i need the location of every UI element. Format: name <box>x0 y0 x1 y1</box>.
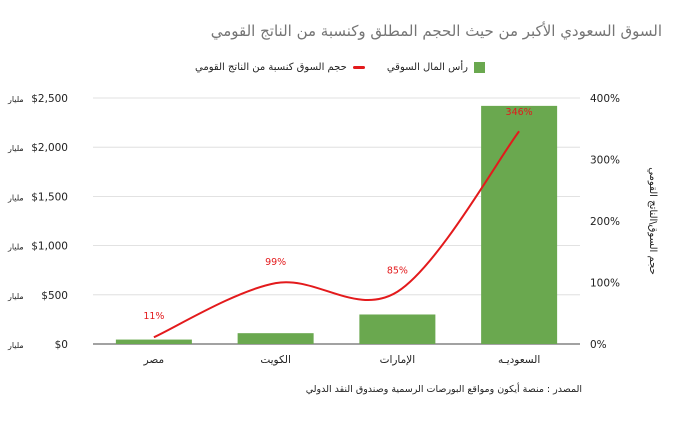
left-tick-label: $500 <box>41 290 68 302</box>
right-tick-label: 400% <box>590 93 620 105</box>
left-tick-unit: مليار <box>7 292 24 301</box>
x-tick-label: الإمارات <box>380 354 416 366</box>
line-data-label: 85% <box>387 266 408 277</box>
left-tick-label: $1,000 <box>31 241 68 253</box>
bar-2 <box>359 314 436 344</box>
right-tick-label: 300% <box>590 155 620 167</box>
line-data-label: 11% <box>143 311 164 322</box>
left-tick-unit: مليار <box>7 193 24 202</box>
source-note: المصدر : منصة أيكون ومواقع البورصات الرس… <box>305 384 582 395</box>
legend-item-market-gdp: حجم السوق كنسبة من الناتج القومي <box>195 62 365 73</box>
x-tick-label: السعوديـه <box>498 354 540 366</box>
left-tick-unit: مليار <box>7 144 24 153</box>
left-tick-label: $1,500 <box>31 191 68 203</box>
line-data-label: 346% <box>506 107 533 118</box>
bar-3 <box>481 105 558 344</box>
chart-title: السوق السعودي الأكبر من حيث الحجم المطلق… <box>210 22 662 40</box>
line-data-label: 99% <box>265 257 286 268</box>
left-tick-label: $2,500 <box>31 93 68 105</box>
bar-0 <box>115 339 192 344</box>
legend-swatch-line <box>352 66 365 69</box>
x-tick-label: الكويت <box>260 354 291 366</box>
gdp-ratio-line <box>153 130 520 339</box>
legend-label-market-gdp: حجم السوق كنسبة من الناتج القومي <box>195 62 347 73</box>
left-tick-unit: مليار <box>7 243 24 252</box>
right-tick-label: 0% <box>590 339 607 351</box>
legend-label-market-cap: رأس المال السوقي <box>386 62 468 73</box>
bar-1 <box>237 333 314 344</box>
left-tick-unit: مليار <box>7 95 24 104</box>
right-axis-title: حجم السوق\الناتج القومي <box>647 167 658 275</box>
left-tick-unit: مليار <box>7 341 24 350</box>
chart-legend: رأس المال السوقي حجم السوق كنسبة من النا… <box>180 62 500 73</box>
right-tick-label: 200% <box>590 216 620 228</box>
legend-item-market-cap: رأس المال السوقي <box>387 62 485 73</box>
x-tick-label: مصر <box>143 354 165 366</box>
left-tick-label: $2,000 <box>31 142 68 154</box>
left-tick-label: $0 <box>55 339 68 351</box>
legend-swatch-bar <box>473 62 485 73</box>
right-tick-label: 100% <box>590 278 620 290</box>
